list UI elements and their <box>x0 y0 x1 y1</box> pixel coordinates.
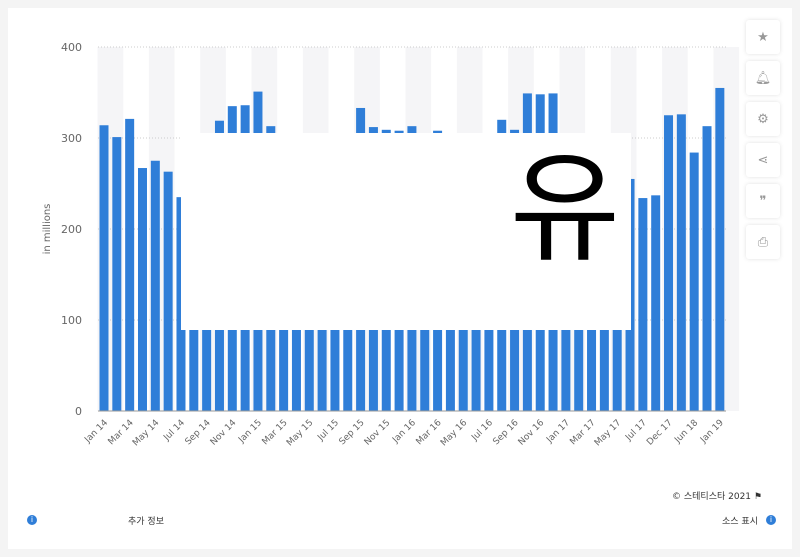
copyright: © 스테티스타 2021 ⚑ <box>672 492 762 502</box>
bar <box>150 160 160 411</box>
overlay <box>181 133 631 330</box>
bar <box>99 125 109 411</box>
x-tick-label: Jan 14 <box>82 418 110 446</box>
x-tick-label: May 16 <box>439 418 470 449</box>
x-tick-label: Jan 17 <box>544 418 572 446</box>
y-tick-label: 300 <box>61 132 82 145</box>
x-tick-label: Jan 15 <box>236 418 264 446</box>
x-tick-label: Sep 14 <box>184 418 213 447</box>
x-tick-label: Dec 17 <box>645 418 675 448</box>
x-tick-label: Nov 15 <box>363 418 393 448</box>
show-source[interactable]: 소스 표시 <box>722 517 758 527</box>
bar <box>651 195 661 411</box>
x-tick-label: May 14 <box>131 418 162 449</box>
x-tick-label: May 17 <box>593 418 623 448</box>
source-icon: i <box>766 515 776 525</box>
alert-button[interactable]: 🔔︎ <box>746 61 780 95</box>
x-tick-label: May 15 <box>285 418 315 448</box>
bar <box>137 168 147 411</box>
y-tick-label: 100 <box>61 314 82 327</box>
x-tick-label: Jan 19 <box>698 418 726 446</box>
bar <box>125 118 135 411</box>
bar <box>715 87 725 411</box>
bar <box>689 152 699 411</box>
y-axis-label: in millions <box>42 204 53 255</box>
info-icon: i <box>27 515 37 525</box>
x-tick-label: Jan 16 <box>390 418 418 446</box>
bar <box>163 171 173 411</box>
more-info[interactable]: 추가 정보 <box>128 517 164 527</box>
settings-button[interactable]: ⚙ <box>746 102 780 136</box>
x-tick-label: Sep 15 <box>338 418 367 447</box>
x-tick-label: Nov 16 <box>517 418 547 448</box>
bar <box>676 114 686 411</box>
cite-button[interactable]: ❞ <box>746 184 780 218</box>
overlay-glyph: 유 <box>510 140 620 279</box>
favorite-button[interactable]: ★ <box>746 20 780 54</box>
y-tick-label: 200 <box>61 223 82 236</box>
y-tick-label: 400 <box>61 41 82 54</box>
bar <box>664 115 674 411</box>
x-tick-label: Jun 18 <box>672 418 700 446</box>
x-tick-label: Sep 16 <box>491 418 520 447</box>
bar <box>112 137 122 411</box>
bar <box>638 198 648 411</box>
toolbar: ★ 🔔︎ ⚙ ⋖ ❞ ⎙ <box>746 20 780 266</box>
copyright-text: © 스테티스타 2021 <box>672 492 752 502</box>
x-tick-label: Nov 14 <box>209 418 239 448</box>
y-tick-label: 0 <box>75 405 82 418</box>
bar <box>176 197 186 411</box>
print-button[interactable]: ⎙ <box>746 225 780 259</box>
share-button[interactable]: ⋖ <box>746 143 780 177</box>
bar <box>702 126 712 412</box>
